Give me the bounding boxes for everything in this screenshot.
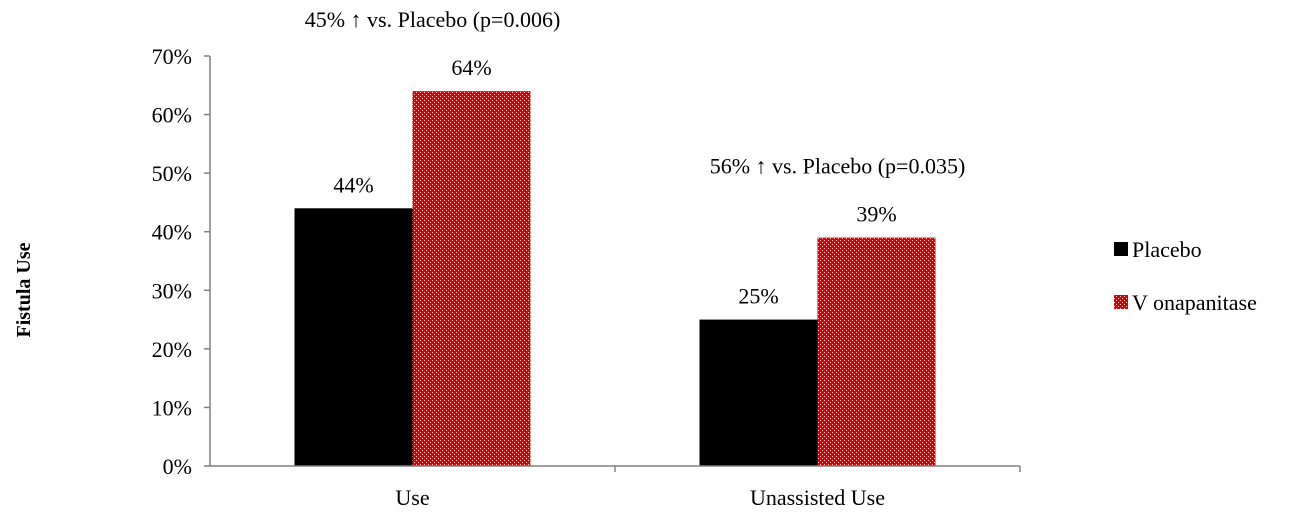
legend-swatch-vonapanitase (1114, 295, 1128, 309)
y-tick-label: 40% (152, 220, 192, 245)
bars (294, 91, 936, 467)
annotations: 45% ↑ vs. Placebo (p=0.006) 56% ↑ vs. Pla… (305, 7, 966, 178)
bar-placebo-1 (294, 208, 413, 467)
x-axis-ticks: Use Unassisted Use (395, 466, 1021, 510)
data-label: 44% (333, 172, 373, 197)
legend-label-placebo: Placebo (1132, 237, 1202, 262)
data-label: 25% (738, 284, 778, 309)
y-tick-label: 10% (152, 395, 192, 420)
bar-placebo-2 (699, 319, 818, 466)
legend-swatch-placebo (1114, 242, 1128, 256)
x-category-label: Use (395, 485, 429, 510)
y-tick-label: 50% (152, 161, 192, 186)
y-axis-title: Fistula Use (13, 242, 35, 337)
annotation: 56% ↑ vs. Placebo (p=0.035) (710, 154, 966, 179)
legend: Placebo V onapanitase (1114, 237, 1257, 315)
data-label: 64% (451, 55, 491, 80)
legend-label-vonapanitase: V onapanitase (1132, 290, 1257, 315)
x-category-label: Unassisted Use (750, 485, 885, 510)
data-labels: 44% 64% 25% 39% (333, 55, 896, 308)
y-tick-label: 20% (152, 337, 192, 362)
y-tick-label: 60% (152, 103, 192, 128)
bar-vonapanitase-2 (817, 237, 936, 466)
bar-vonapanitase-1 (412, 91, 531, 467)
data-label: 39% (856, 202, 896, 227)
y-axis-ticks: 0% 10% 20% 30% 40% 50% 60% 70% (152, 44, 210, 479)
y-tick-label: 30% (152, 278, 192, 303)
annotation: 45% ↑ vs. Placebo (p=0.006) (305, 7, 561, 32)
y-tick-label: 70% (152, 44, 192, 69)
y-tick-label: 0% (163, 454, 192, 479)
